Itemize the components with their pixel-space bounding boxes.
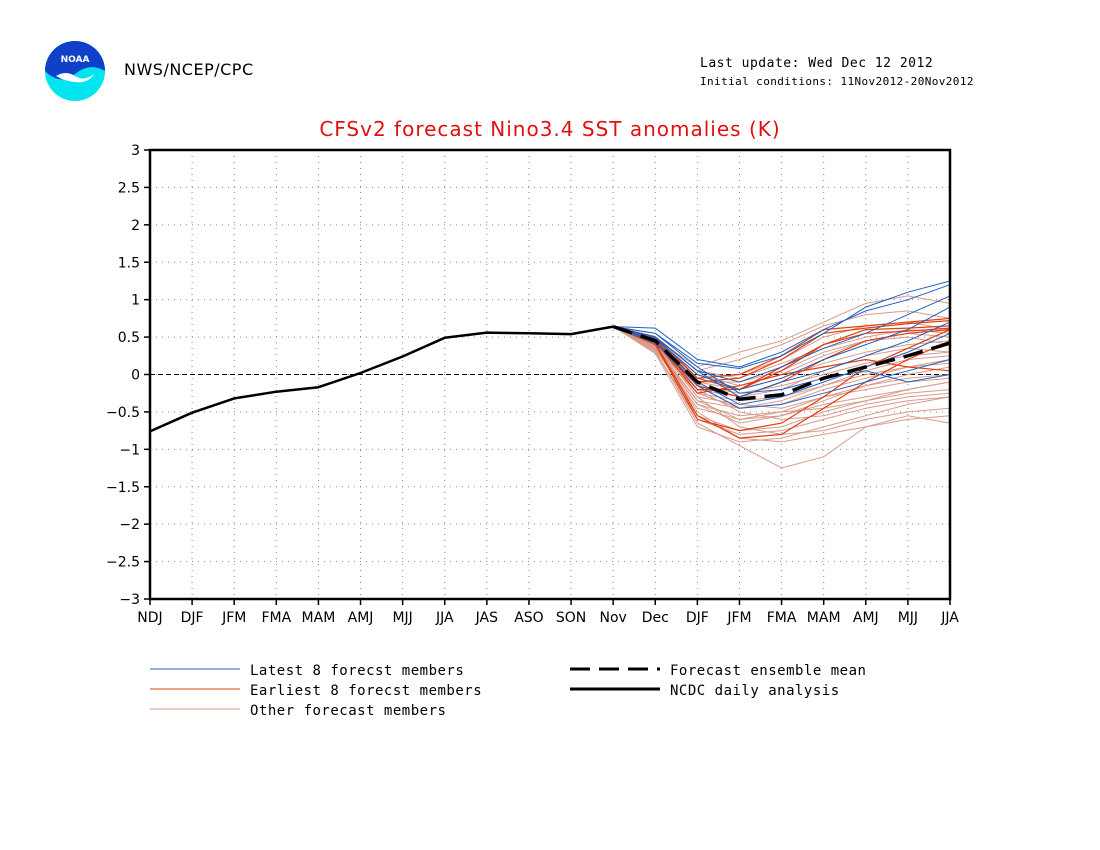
y-tick-label: −3 xyxy=(119,592,140,608)
y-tick-label: 1 xyxy=(131,293,140,309)
x-tick-label: Nov xyxy=(599,610,626,626)
x-tick-label: JFM xyxy=(726,610,751,626)
y-axis: 3 2.5 2 1.5 1 0.5 0 −0.5 −1 −1.5 −2 −2.5 −3 xyxy=(106,143,150,608)
latest-member-line xyxy=(613,326,951,394)
x-tick-label: NDJ xyxy=(137,610,162,626)
x-tick-label: Dec xyxy=(642,610,669,626)
x-axis: NDJ DJF JFM FMA MAM AMJ MJJ JJA JAS ASO SON Nov Dec D… xyxy=(137,599,959,626)
main-series-group xyxy=(149,324,951,433)
other-member-line xyxy=(612,326,951,432)
legend: Latest 8 forecst members Earliest 8 fore… xyxy=(150,663,866,719)
noaa-logo: NOAA xyxy=(45,41,105,101)
ensemble-mean-line xyxy=(612,324,951,401)
x-tick-label: FMA xyxy=(261,610,291,626)
y-tick-label: −2 xyxy=(119,517,140,533)
y-tick-label: −1 xyxy=(119,442,140,458)
legend-label-mean: Forecast ensemble mean xyxy=(670,663,866,679)
y-tick-label: 2 xyxy=(131,218,140,234)
x-tick-label: JJA xyxy=(940,610,959,626)
legend-label-latest: Latest 8 forecst members xyxy=(250,663,464,679)
legend-label-earliest: Earliest 8 forecst members xyxy=(250,683,482,699)
y-tick-label: 2.5 xyxy=(118,180,140,196)
y-tick-label: −0.5 xyxy=(106,405,140,421)
x-tick-label: JAS xyxy=(475,610,498,626)
x-tick-label: MAM xyxy=(807,610,841,626)
other-member-line xyxy=(612,326,951,443)
x-tick-label: JFM xyxy=(221,610,246,626)
y-tick-label: 0 xyxy=(131,368,140,384)
y-tick-label: 0.5 xyxy=(118,330,140,346)
earliest-member-line xyxy=(612,326,951,432)
chart-title: CFSv2 forecast Nino3.4 SST anomalies (K) xyxy=(319,117,780,141)
initial-conditions-text: Initial conditions: 11Nov2012-20Nov2012 xyxy=(700,75,974,88)
org-label: NWS/NCEP/CPC xyxy=(124,60,254,79)
x-tick-label: MAM xyxy=(302,610,336,626)
legend-label-other: Other forecast members xyxy=(250,703,446,719)
x-tick-label: MJJ xyxy=(392,610,412,626)
last-update-text: Last update: Wed Dec 12 2012 xyxy=(700,56,934,71)
other-member-line xyxy=(612,326,951,435)
y-tick-label: 3 xyxy=(131,143,140,159)
x-tick-label: AMJ xyxy=(348,610,374,626)
analysis-line xyxy=(149,325,614,433)
x-tick-label: MJJ xyxy=(898,610,918,626)
x-tick-label: FMA xyxy=(767,610,797,626)
x-tick-label: DJF xyxy=(686,610,709,626)
earliest-member-line xyxy=(612,326,951,439)
x-tick-label: AMJ xyxy=(853,610,879,626)
latest-members-group xyxy=(613,280,951,409)
earliest-member-line xyxy=(612,326,951,394)
x-tick-label: ASO xyxy=(514,610,543,626)
latest-member-line xyxy=(613,284,951,368)
y-tick-label: 1.5 xyxy=(118,255,140,271)
x-tick-label: JJA xyxy=(435,610,454,626)
latest-member-line xyxy=(613,321,951,398)
y-tick-label: −2.5 xyxy=(106,555,140,571)
latest-member-line xyxy=(613,280,951,370)
legend-label-analysis: NCDC daily analysis xyxy=(670,683,840,699)
latest-member-line xyxy=(613,306,951,391)
y-tick-label: −1.5 xyxy=(106,480,140,496)
noaa-logo-text: NOAA xyxy=(61,55,90,65)
latest-member-line xyxy=(613,326,951,409)
x-tick-label: SON xyxy=(556,610,586,626)
other-member-line xyxy=(612,326,951,420)
x-tick-label: DJF xyxy=(181,610,204,626)
